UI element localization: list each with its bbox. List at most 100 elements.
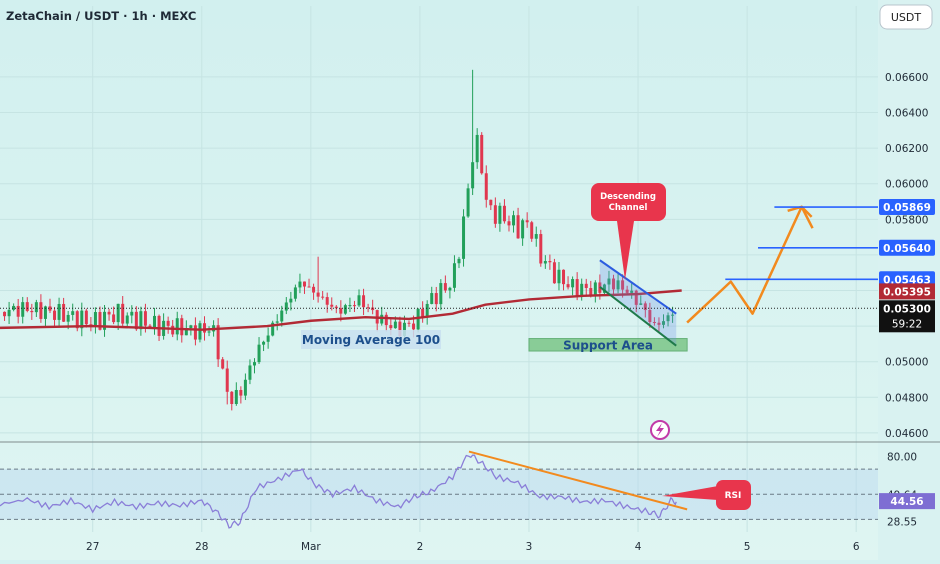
candle-up [298, 281, 302, 288]
candle-up [521, 220, 525, 239]
y-tick-label: 0.05000 [885, 357, 928, 369]
candle-down [539, 234, 543, 264]
candle-up [571, 279, 575, 288]
candle-up [661, 321, 665, 325]
candle-up [448, 287, 452, 291]
candle-down [334, 306, 338, 309]
candle-down [193, 325, 197, 340]
candle-up [466, 188, 470, 217]
level-tag [879, 239, 935, 256]
candle-down [525, 220, 529, 223]
candle-up [207, 331, 211, 333]
rsi-line [0, 454, 677, 529]
channel-lower-line [599, 286, 677, 347]
candle-up [243, 379, 247, 396]
candle-up [280, 310, 284, 322]
chart-title: ZetaChain / USDT · 1h · MEXC [6, 9, 196, 23]
candle-up [425, 303, 429, 318]
candle-up [175, 318, 179, 335]
currency-label: USDT [891, 11, 922, 24]
candle-up [666, 315, 670, 322]
candle-up [189, 325, 193, 329]
y-tick-label: 0.05800 [885, 214, 928, 226]
candle-down [230, 391, 234, 404]
candle-down [75, 311, 79, 329]
candle-down [584, 283, 588, 289]
rsi-current-label: 44.56 [890, 496, 923, 508]
flash-icon[interactable] [650, 420, 670, 440]
candle-up [275, 321, 279, 323]
candle-down [516, 215, 520, 239]
candle-up [266, 335, 270, 342]
y-tick-label: 0.06600 [885, 72, 928, 84]
candle-down [180, 318, 184, 336]
candle-down [321, 296, 325, 298]
level-tag-label: 0.05869 [883, 202, 931, 214]
candle-up [602, 284, 606, 293]
candle-down [107, 311, 111, 315]
moving-average-line [0, 289, 682, 331]
candle-up [348, 305, 352, 307]
candle-down [3, 311, 7, 317]
candle-up [671, 314, 675, 316]
candle-up [343, 305, 347, 314]
candle-down [30, 310, 34, 313]
candle-down [566, 284, 570, 288]
candle-down [134, 311, 138, 330]
rsi-divergence-line [468, 450, 688, 511]
candle-down [112, 314, 116, 323]
current-price-tag [879, 300, 935, 333]
candle-down [362, 295, 366, 308]
candle-up [93, 312, 97, 326]
candle-up [475, 134, 479, 163]
level-tag-label: 0.05640 [883, 243, 931, 255]
candle-up [43, 306, 47, 319]
candle-down [221, 359, 225, 369]
candle-down [552, 262, 556, 284]
x-tick-label: Mar [301, 541, 321, 553]
channel-fill [599, 260, 677, 346]
candle-up [139, 311, 143, 330]
candle-down [575, 279, 579, 296]
candle-down [143, 311, 147, 326]
candle-up [184, 328, 188, 336]
candle-up [289, 298, 293, 303]
candle-up [639, 303, 643, 305]
candle-up [593, 282, 597, 296]
candle-down [339, 308, 343, 314]
candle-up [293, 287, 297, 299]
candle-down [312, 286, 316, 293]
candle-up [543, 261, 547, 264]
currency-button[interactable]: USDT [879, 4, 933, 30]
candle-down [371, 307, 375, 311]
candle-up [248, 365, 252, 380]
candle-down [493, 205, 497, 224]
candle-down [443, 283, 447, 291]
candle-up [471, 162, 475, 189]
rsi-callout: RSI [662, 480, 751, 510]
candle-up [498, 205, 502, 224]
moving-average-label: Moving Average 100 [302, 333, 440, 347]
candle-down [643, 303, 647, 311]
candle-down [239, 389, 243, 396]
candle-down [302, 281, 306, 287]
candle-down [648, 310, 652, 323]
candle-down [548, 261, 552, 263]
x-tick-label: 3 [526, 541, 533, 553]
candle-up [512, 215, 516, 226]
candle-up [534, 234, 538, 239]
candle-down [325, 297, 329, 305]
x-tick-label: 4 [635, 541, 642, 553]
channel-upper-line [599, 259, 677, 315]
candle-down [62, 303, 66, 322]
candle-up [57, 303, 61, 320]
x-tick-label: 2 [417, 541, 424, 553]
level-tag [879, 271, 935, 288]
candle-down [634, 290, 638, 305]
candle-up [357, 295, 361, 306]
candle-down [621, 280, 625, 290]
y-tick-label: 0.04800 [885, 392, 928, 404]
rsi-tick-label: 28.55 [887, 516, 917, 528]
